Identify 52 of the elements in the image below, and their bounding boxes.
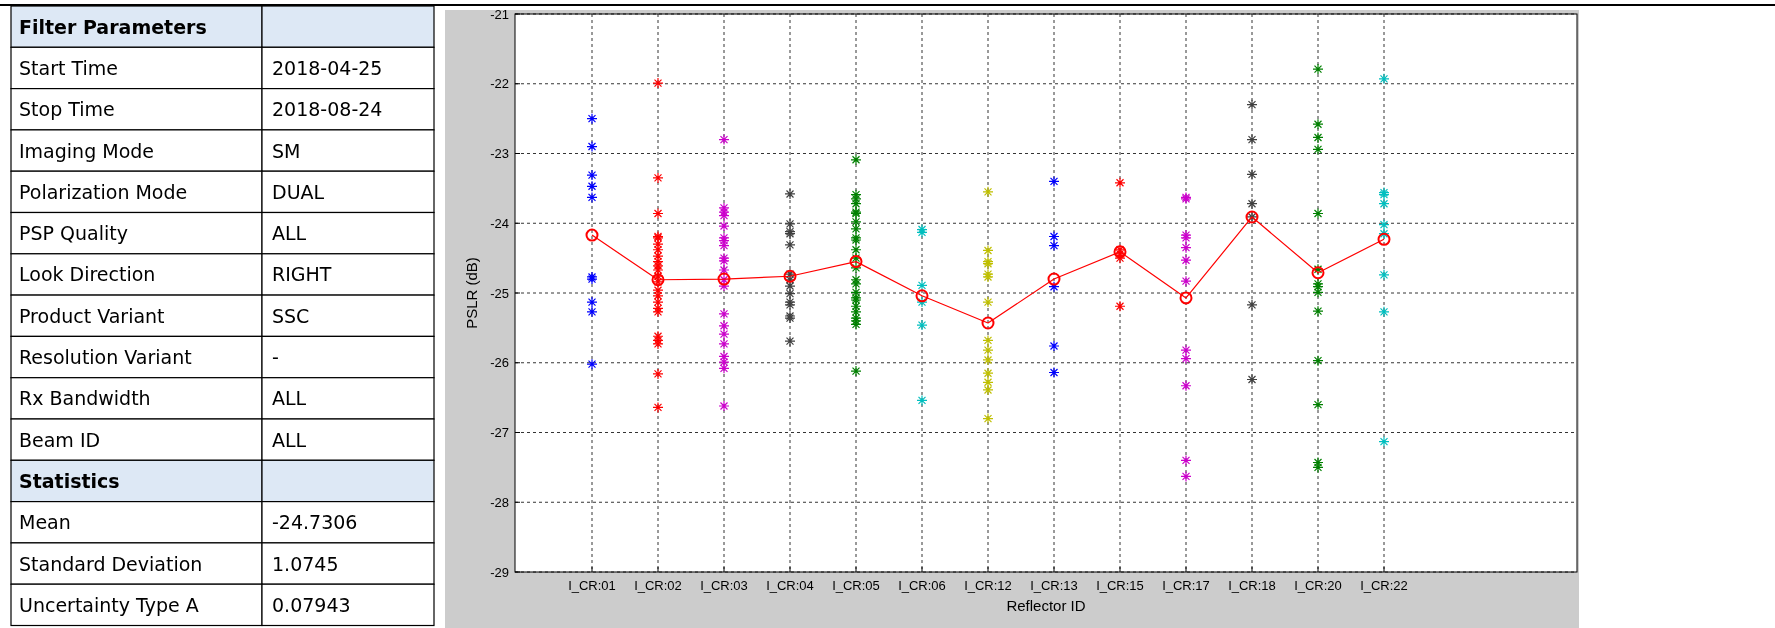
x-tick-label: I_CR:22 <box>1360 578 1408 593</box>
text: Imaging Mode <box>19 139 155 162</box>
x-tick-label: I_CR:02 <box>634 578 682 593</box>
x-tick-label: I_CR:01 <box>568 578 616 593</box>
text: Mean <box>19 511 71 534</box>
text: SSC <box>272 304 310 327</box>
text: Resolution Variant <box>19 346 192 369</box>
x-tick-label: I_CR:06 <box>898 578 946 593</box>
y-axis-title: PSLR (dB) <box>463 257 480 329</box>
text: RIGHT <box>272 263 332 286</box>
text: PSP Quality <box>19 222 128 245</box>
text: 2018-04-25 <box>272 56 383 79</box>
x-tick-label: I_CR:17 <box>1162 578 1210 593</box>
text: ALL <box>272 428 307 451</box>
x-tick-label: I_CR:15 <box>1096 578 1144 593</box>
y-tick-label: -29 <box>490 564 509 580</box>
x-tick-label: I_CR:18 <box>1228 578 1276 593</box>
text: SM <box>272 139 301 162</box>
text: Look Direction <box>19 263 156 286</box>
x-axis-title: Reflector ID <box>1006 597 1086 614</box>
y-tick-label: -25 <box>490 285 509 301</box>
y-tick-label: -23 <box>490 146 509 162</box>
x-tick-label: I_CR:12 <box>964 578 1012 593</box>
text: 2018-08-24 <box>272 98 383 121</box>
text: -24.7306 <box>272 511 358 534</box>
x-tick-label: I_CR:04 <box>766 578 814 593</box>
y-tick-label: -22 <box>490 76 509 92</box>
x-tick-label: I_CR:05 <box>832 578 880 593</box>
text: - <box>272 346 279 369</box>
text: Standard Deviation <box>19 552 203 575</box>
text: ALL <box>272 222 307 245</box>
y-tick-label: -26 <box>490 355 509 371</box>
text: ALL <box>272 387 307 410</box>
y-tick-label: -27 <box>490 425 509 441</box>
text: Rx Bandwidth <box>19 387 151 410</box>
text: Filter Parameters <box>19 15 207 38</box>
text: Start Time <box>19 56 118 79</box>
text: Uncertainty Type A <box>19 593 199 616</box>
x-tick-label: I_CR:03 <box>700 578 748 593</box>
x-tick-label: I_CR:20 <box>1294 578 1342 593</box>
text: Product Variant <box>19 304 165 327</box>
text: DUAL <box>272 180 325 203</box>
y-tick-label: -28 <box>490 494 509 510</box>
text: Statistics <box>19 469 120 492</box>
y-tick-label: -21 <box>490 6 509 22</box>
text: Beam ID <box>19 428 101 451</box>
x-tick-label: I_CR:13 <box>1030 578 1078 593</box>
text: Polarization Mode <box>19 180 188 203</box>
text: 0.07943 <box>272 593 351 616</box>
text: 1.0745 <box>272 552 339 575</box>
text: Stop Time <box>19 98 115 121</box>
y-tick-label: -24 <box>490 215 509 231</box>
